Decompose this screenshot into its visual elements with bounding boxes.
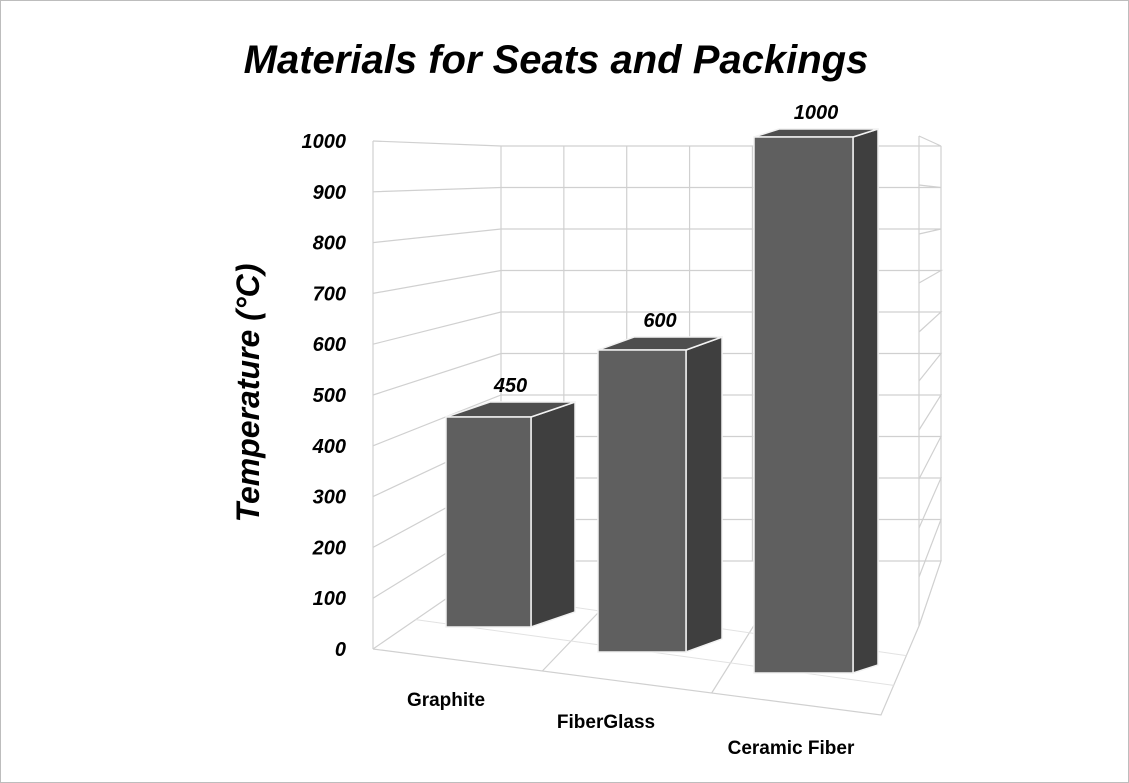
y-tick-label: 700 [313, 283, 346, 305]
bar-side-face [852, 127, 879, 675]
y-tick-label: 500 [313, 385, 346, 407]
y-tick-label: 200 [312, 537, 346, 559]
y-tick-label: 600 [313, 334, 346, 356]
x-tick-label: Graphite [407, 690, 485, 711]
gridline [372, 228, 942, 244]
y-tick-label: 400 [312, 436, 346, 458]
y-tick-label: 100 [313, 588, 346, 610]
bar-fiberglass: 600 [597, 310, 723, 654]
bar-front-face [445, 416, 532, 628]
bar-graphite: 450 [445, 375, 576, 629]
bar-side-face [685, 335, 723, 654]
bar-front-face [597, 349, 687, 653]
bar-ceramic-fiber: 1000 [753, 102, 879, 675]
gridline [372, 135, 942, 147]
y-tick-label: 0 [335, 639, 346, 661]
bars: 450 600 1000 [445, 102, 879, 675]
y-axis-label: Temperature (°C) [230, 264, 266, 523]
chart-title: Materials for Seats and Packings [244, 38, 869, 82]
gridline [372, 269, 944, 294]
bar-front-face [753, 136, 854, 674]
gridline [372, 311, 943, 345]
bar-side-face [530, 400, 576, 629]
data-label: 450 [493, 375, 527, 397]
y-tick-label: 300 [313, 487, 346, 509]
data-label: 1000 [794, 102, 839, 124]
y-tick-label: 800 [313, 233, 346, 255]
gridline [372, 184, 942, 193]
x-tick-label: FiberGlass [557, 712, 655, 733]
x-tick-label: Ceramic Fiber [728, 738, 855, 759]
data-label: 600 [643, 310, 676, 332]
x-axis-ticks: Graphite FiberGlass Ceramic Fiber [407, 690, 855, 759]
y-tick-label: 900 [313, 182, 346, 204]
y-tick-label: 1000 [302, 131, 347, 153]
y-axis-ticks: 0 100 200 300 400 500 600 700 800 900 1000 [302, 131, 347, 661]
